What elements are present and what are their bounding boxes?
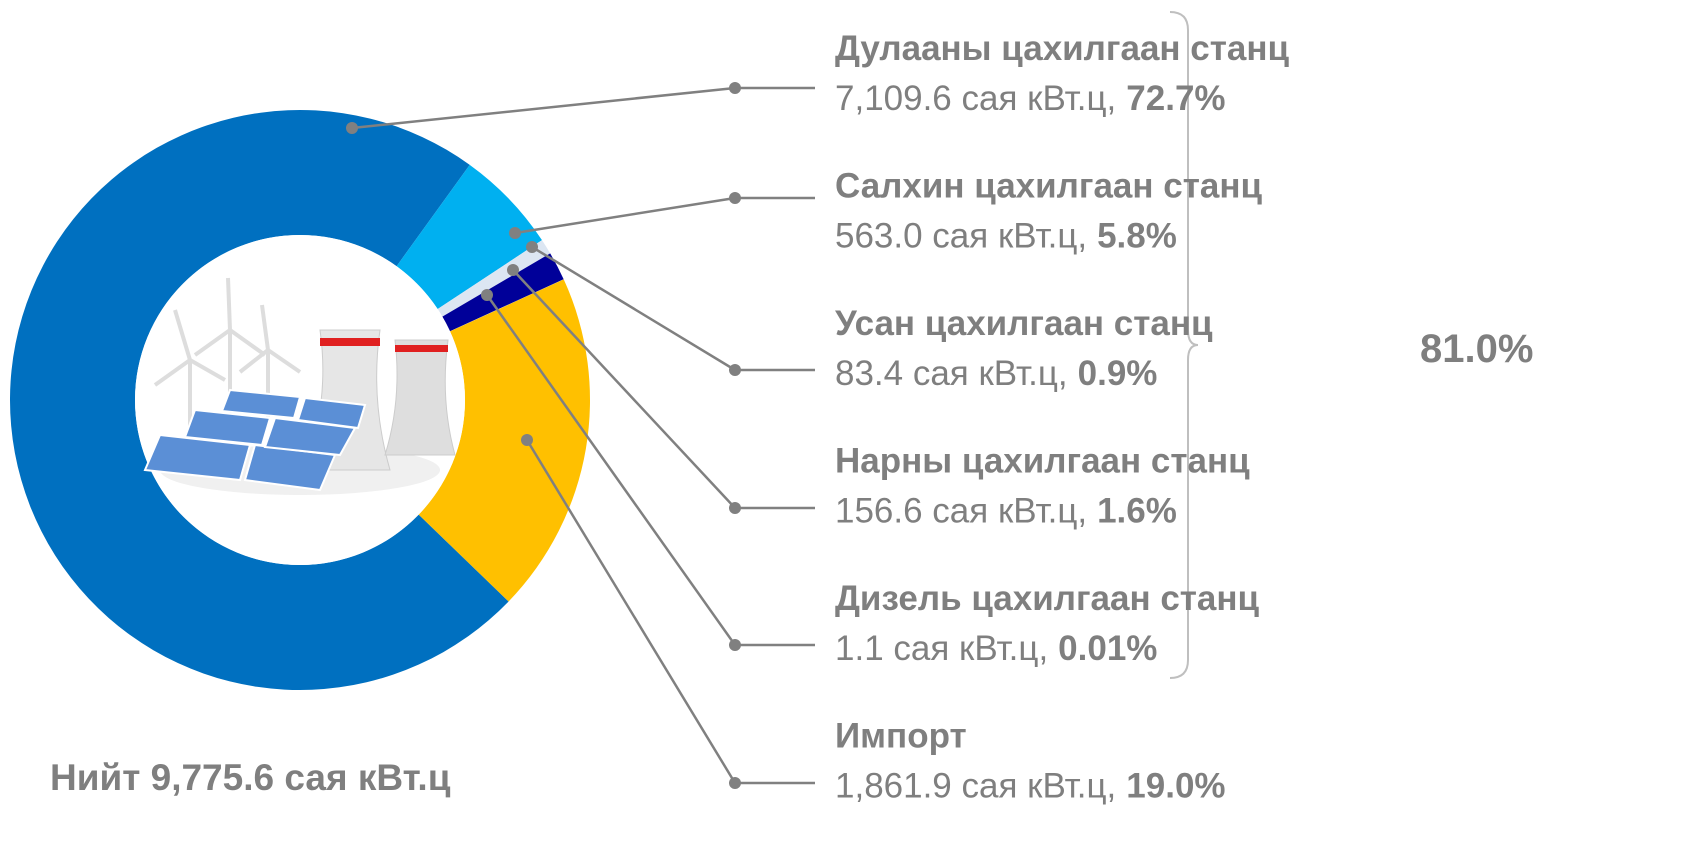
leader-dot bbox=[729, 364, 741, 376]
leader-line bbox=[512, 269, 736, 509]
legend-name: Импорт bbox=[835, 717, 967, 756]
donut-slice bbox=[418, 279, 590, 602]
legend-name: Усан цахилгаан станц bbox=[835, 304, 1213, 343]
group-label: 81.0% bbox=[1420, 327, 1533, 371]
donut-slice bbox=[437, 240, 551, 317]
leader-dot bbox=[729, 192, 741, 204]
leader-dot bbox=[729, 82, 741, 94]
group-bracket bbox=[1169, 11, 1199, 679]
legend-name: Дизель цахилгаан станц bbox=[835, 579, 1260, 618]
leader-dot bbox=[509, 227, 521, 239]
leader-line bbox=[485, 294, 737, 646]
legend-value: 563.0 сая кВт.ц, 5.8% bbox=[835, 217, 1177, 256]
leader-line bbox=[531, 245, 736, 372]
legend-value: 156.6 сая кВт.ц, 1.6% bbox=[835, 492, 1177, 531]
legend-name: Салхин цахилгаан станц bbox=[835, 167, 1262, 206]
leader-line bbox=[351, 86, 736, 130]
leader-dot bbox=[729, 502, 741, 514]
legend-value: 1.1 сая кВт.ц, 0.01% bbox=[835, 629, 1157, 668]
percent-label: 1.6% bbox=[1097, 492, 1177, 531]
value-label: 7,109.6 сая кВт.ц, bbox=[835, 79, 1116, 118]
legend-value: 83.4 сая кВт.ц, 0.9% bbox=[835, 354, 1157, 393]
percent-label: 0.9% bbox=[1078, 354, 1158, 393]
percent-label: 5.8% bbox=[1097, 217, 1177, 256]
donut-slice bbox=[9, 109, 509, 690]
legend-value: 1,861.9 сая кВт.ц, 19.0% bbox=[835, 767, 1226, 806]
percent-label: 72.7% bbox=[1126, 79, 1225, 118]
value-label: 156.6 сая кВт.ц, bbox=[835, 492, 1087, 531]
leader-dot bbox=[521, 434, 533, 446]
donut-slice bbox=[442, 253, 564, 332]
percent-label: 0.01% bbox=[1058, 629, 1157, 668]
leader-line bbox=[514, 196, 736, 235]
leader-dot bbox=[346, 122, 358, 134]
leader-dot bbox=[729, 777, 741, 789]
donut-slice bbox=[396, 164, 542, 310]
legend-name: Нарны цахилгаан станц bbox=[835, 442, 1250, 481]
value-label: 1.1 сая кВт.ц, bbox=[835, 629, 1048, 668]
value-label: 1,861.9 сая кВт.ц, bbox=[835, 767, 1116, 806]
leader-dot bbox=[507, 264, 519, 276]
center-illustration bbox=[135, 235, 465, 565]
value-label: 563.0 сая кВт.ц, bbox=[835, 217, 1087, 256]
value-label: 83.4 сая кВт.ц, bbox=[835, 354, 1068, 393]
total-label: Нийт 9,775.6 сая кВт.ц bbox=[50, 757, 451, 798]
leader-line bbox=[525, 439, 737, 784]
leader-dot bbox=[481, 289, 493, 301]
leader-dot bbox=[526, 241, 538, 253]
percent-label: 19.0% bbox=[1126, 767, 1225, 806]
legend-value: 7,109.6 сая кВт.ц, 72.7% bbox=[835, 79, 1226, 118]
legend-name: Дулааны цахилгаан станц bbox=[835, 29, 1289, 68]
leader-dot bbox=[729, 639, 741, 651]
